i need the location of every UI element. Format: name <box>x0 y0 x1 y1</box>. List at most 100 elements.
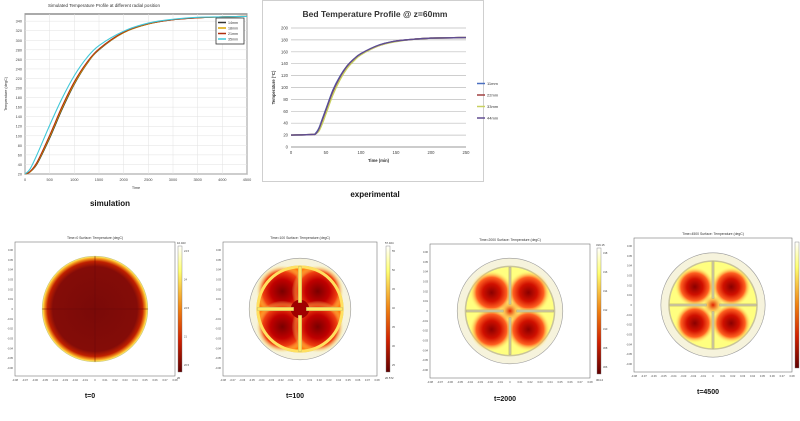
heatmap-title: Time=100 Surface: Temperature (degC) <box>270 236 330 240</box>
colorbar-tick: 308 <box>603 346 608 350</box>
heatmap-y-tick: -0.05 <box>215 356 221 360</box>
heatmap-y-tick: -0.01 <box>422 319 428 323</box>
hot-lobe <box>674 303 715 344</box>
hot-lobe <box>469 307 514 352</box>
colorbar-tick: 316 <box>603 270 608 274</box>
heatmap-x-tick: 0 <box>712 374 714 378</box>
heatmap-x-tick: -0.01 <box>497 380 503 384</box>
y-tick-label: 20 <box>283 133 288 138</box>
heatmap-x-tick: -0.06 <box>32 378 38 382</box>
heatmap-x-tick: 0.08 <box>374 378 380 382</box>
y-tick-label: 120 <box>16 125 22 129</box>
heatmap-x-tick: 0.03 <box>740 374 746 378</box>
baffle-bar <box>669 303 707 307</box>
heatmap-y-tick: 0.02 <box>627 283 633 287</box>
heatmap-y-tick: 0.04 <box>627 264 633 268</box>
x-tick-label: 4000 <box>218 178 226 182</box>
colorbar-max: 10.023 <box>177 241 186 245</box>
heatmap-title: Time=0 Surface: Temperature (degC) <box>67 236 123 240</box>
y-axis-label: Temperature (°C) <box>271 70 276 104</box>
heatmap-y-tick: -0.02 <box>7 327 13 331</box>
colorbar-max: 57.404 <box>385 241 394 245</box>
heatmap-x-tick: 0.08 <box>587 380 593 384</box>
experimental-chart: Bed Temperature Profile @ z=60mm 0 20 40 60 8… <box>262 0 499 199</box>
heatmap-y-tick: 0.05 <box>627 254 633 258</box>
heatmap-y-tick: -0.02 <box>422 329 428 333</box>
baffle-bar <box>508 317 512 355</box>
heatmap-x-tick: 0.01 <box>517 380 523 384</box>
baffle-bar <box>306 307 343 311</box>
y-tick-label: 180 <box>281 37 289 42</box>
y-tick-label: 40 <box>283 121 288 126</box>
heatmap-y-tick: 0.05 <box>216 258 222 262</box>
heatmap-x-tick: -0.06 <box>651 374 657 378</box>
legend-label: 18mm <box>228 27 238 31</box>
heatmap-y-tick: -0.04 <box>215 346 221 350</box>
heatmap-x-tick: -0.04 <box>259 378 265 382</box>
heatmap-y-tick: 0.01 <box>423 299 429 303</box>
colorbar-tick: 40 <box>392 306 395 310</box>
y-tick-label: 80 <box>283 97 288 102</box>
heatmap-x-tick: 0 <box>94 378 96 382</box>
y-tick-label: 20 <box>18 173 22 177</box>
heatmap-y-tick: -0.06 <box>215 366 221 370</box>
heatmap-x-tick: -0.04 <box>671 374 677 378</box>
heatmap-x-tick: -0.07 <box>641 374 647 378</box>
heatmap-x-tick: -0.03 <box>680 374 686 378</box>
heatmap-panel: Time=2000 Surface: Temperature (degC) -0.… <box>422 238 608 403</box>
heatmap-x-tick: 0.06 <box>770 374 776 378</box>
colorbar-max: 319.15 <box>596 243 605 247</box>
heatmap-x-tick: -0.02 <box>690 374 696 378</box>
y-tick-label: 120 <box>281 73 289 78</box>
heatmap-x-tick: 0.02 <box>317 378 323 382</box>
time-label: t=0 <box>85 393 95 400</box>
heatmap-y-tick: -0.01 <box>7 317 13 321</box>
heatmap-x-tick: -0.07 <box>22 378 28 382</box>
heatmap-x-tick: -0.01 <box>700 374 706 378</box>
heatmap-y-tick: -0.05 <box>422 358 428 362</box>
x-tick-label: 200 <box>428 150 436 155</box>
heatmap-y-tick: -0.03 <box>7 337 13 341</box>
colorbar-min: 20.572 <box>385 376 394 380</box>
heatmap-x-tick: -0.03 <box>268 378 274 382</box>
heatmap-x-tick: 0.06 <box>355 378 361 382</box>
heatmap-x-tick: -0.08 <box>631 374 637 378</box>
legend-label: 44mm <box>487 116 499 121</box>
heatmap-y-tick: 0 <box>631 303 633 307</box>
heatmap-x-tick: 0.05 <box>346 378 352 382</box>
baffle-bar <box>298 266 302 303</box>
baffle-bar <box>711 261 715 299</box>
heatmap-x-tick: -0.08 <box>220 378 226 382</box>
heatmap-y-tick: 0.06 <box>423 250 429 254</box>
heatmap-y-tick: 0.03 <box>627 274 633 278</box>
heatmap-y-tick: -0.06 <box>7 366 13 370</box>
chart-title: Simulated Temperature Profile at differe… <box>48 3 160 8</box>
heatmap-y-tick: -0.02 <box>626 323 632 327</box>
heatmap-y-tick: 0 <box>427 309 429 313</box>
x-tick-label: 3500 <box>193 178 201 182</box>
heatmap-x-tick: -0.05 <box>457 380 463 384</box>
heatmap-y-tick: -0.05 <box>7 356 13 360</box>
heatmap-x-tick: 0.07 <box>162 378 168 382</box>
heatmap-y-tick: 0.03 <box>8 278 14 282</box>
y-tick-label: 60 <box>283 109 288 114</box>
legend-label: 14mm <box>228 21 238 25</box>
legend-label: 33mm <box>487 104 499 109</box>
heatmap-y-tick: 0 <box>12 307 14 311</box>
heatmap-x-tick: 0.07 <box>365 378 371 382</box>
heatmap-y-tick: -0.03 <box>626 333 632 337</box>
center-spot <box>703 295 723 315</box>
heatmap-y-tick: 0.02 <box>216 287 222 291</box>
heatmap-y-tick: -0.06 <box>626 362 632 366</box>
y-tick-label: 60 <box>18 153 22 157</box>
legend-label: 21mm <box>228 32 238 36</box>
heatmap-x-tick: 0.05 <box>142 378 148 382</box>
chart-frame <box>262 0 484 182</box>
colorbar-tick: 20.5 <box>184 363 190 367</box>
colorbar-tick: 306 <box>603 365 608 369</box>
colorbar-tick: 22.5 <box>184 306 190 310</box>
hot-lobe <box>506 270 551 315</box>
colorbar-tick: 312 <box>603 308 608 312</box>
heatmap-x-tick: 0.01 <box>102 378 108 382</box>
